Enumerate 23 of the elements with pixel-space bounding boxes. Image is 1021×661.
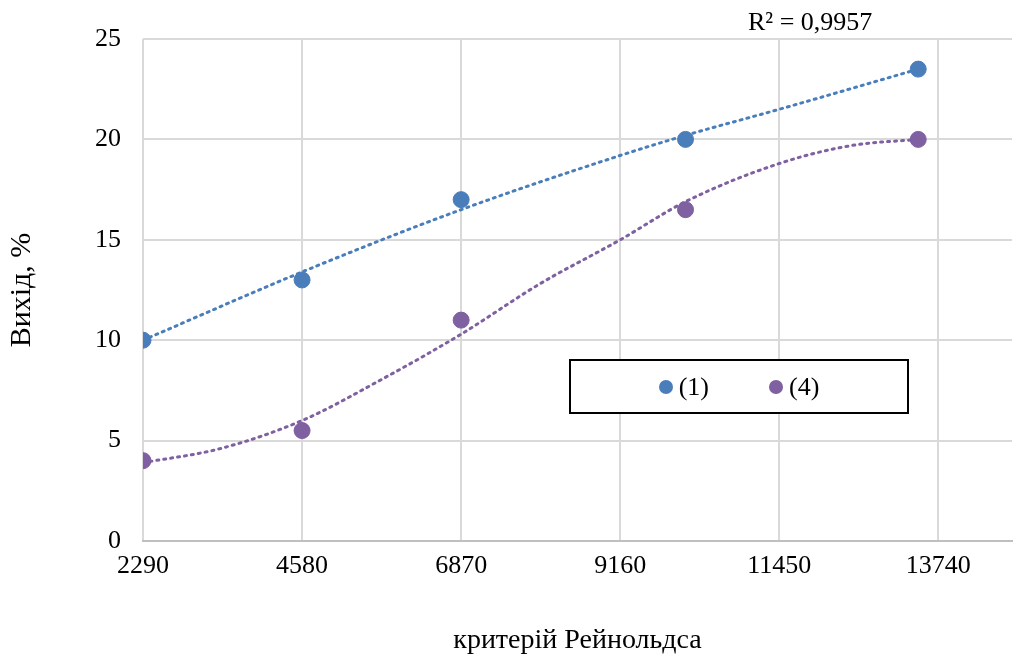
x-axis-title: критерій Рейнольдса	[453, 622, 703, 654]
legend-label: (4)	[789, 371, 820, 402]
y-tick-label: 10	[95, 324, 121, 354]
text: R² = 0,9957	[748, 7, 873, 37]
y-tick-label: 20	[95, 123, 121, 153]
point	[293, 271, 311, 289]
point	[909, 130, 927, 148]
y-tick-label: 5	[108, 424, 121, 454]
y-axis-title: Вихід, %	[2, 232, 36, 348]
point	[293, 422, 311, 440]
x-tick-label: 4580	[276, 550, 329, 580]
x-tick-label: 9160	[594, 550, 647, 580]
point	[909, 60, 927, 78]
point	[452, 311, 470, 329]
y-tick-label: 25	[95, 22, 121, 52]
x-tick-label: 6870	[435, 550, 488, 580]
legend-label: (1)	[678, 371, 709, 402]
y-tick-label: 15	[95, 223, 121, 253]
point	[677, 201, 695, 219]
point	[452, 191, 470, 209]
x-tick-label: 11450	[747, 550, 812, 580]
x-tick-label: 13740	[905, 550, 971, 580]
point	[677, 130, 695, 148]
